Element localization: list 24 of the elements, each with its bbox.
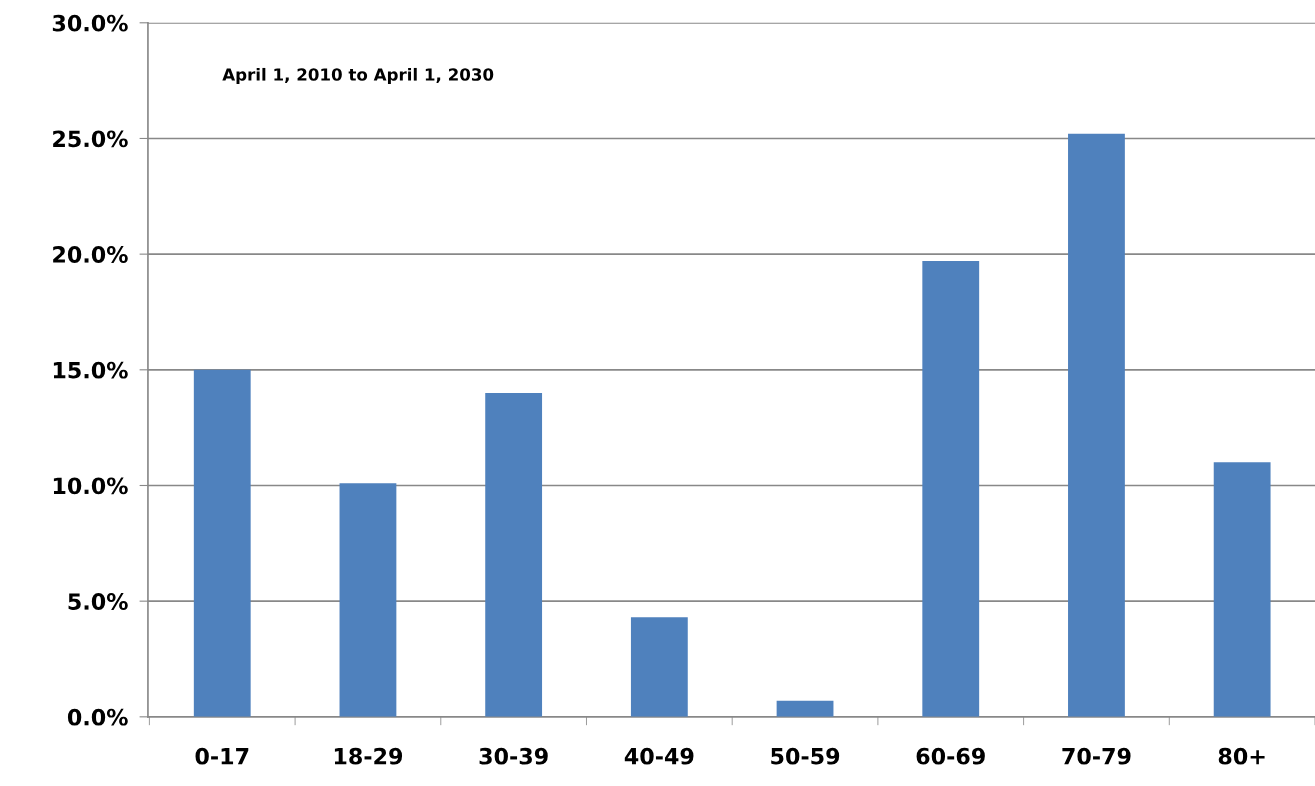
x-tick-label: 40-49 <box>624 747 694 765</box>
y-tick-label: 25.0% <box>53 130 128 148</box>
y-tick-label: 10.0% <box>53 477 128 495</box>
x-tick-label: 30-39 <box>479 747 548 765</box>
bar <box>922 261 980 717</box>
bar <box>630 617 688 717</box>
y-tick-label: 5.0% <box>68 593 128 610</box>
bar <box>193 369 251 717</box>
bar <box>1213 462 1271 717</box>
bar <box>339 483 397 717</box>
y-tick-label: 0.0% <box>67 708 128 726</box>
x-tick-label: 0-17 <box>195 747 249 765</box>
x-tick-label: 18-29 <box>334 747 403 765</box>
annotation: April 1, 2010 to April 1, 2030 <box>222 67 494 85</box>
x-tick-label: 50-59 <box>771 747 840 765</box>
y-tick-label: 30.0% <box>52 14 128 32</box>
bar <box>776 700 834 717</box>
y-tick-label: 20.0% <box>53 246 128 263</box>
bar <box>485 392 543 717</box>
x-tick-label: 60-69 <box>916 747 985 765</box>
bar <box>1068 133 1125 717</box>
x-tick-label: 80+ <box>1218 747 1265 765</box>
x-tick-label: 70-79 <box>1062 747 1131 765</box>
y-tick-label: 15.0% <box>53 361 128 379</box>
